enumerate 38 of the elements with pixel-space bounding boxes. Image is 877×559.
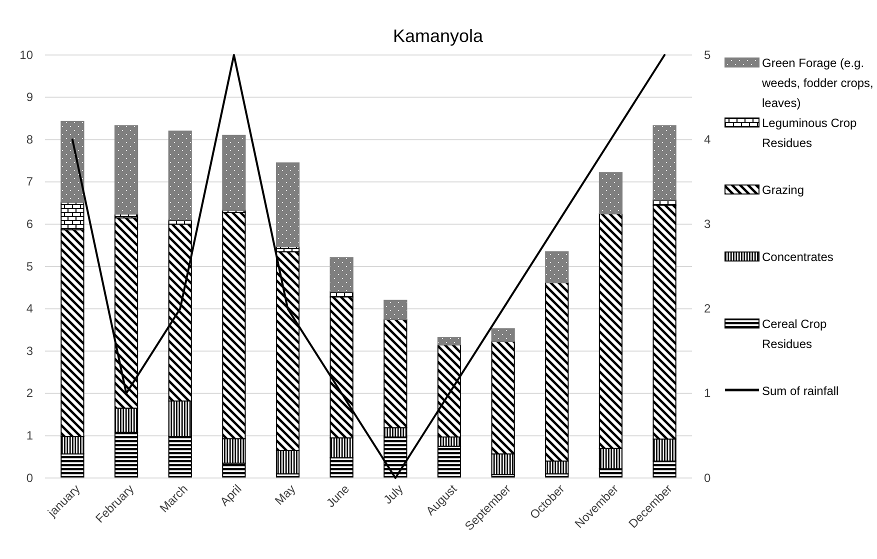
y2-tick-label: 1 (704, 386, 711, 400)
y2-tick-label: 2 (704, 302, 711, 316)
y-tick-label: 3 (26, 344, 34, 358)
y-tick-label: 7 (26, 174, 34, 189)
y2-tick-label: 0 (704, 470, 711, 485)
bar (491, 328, 515, 342)
x-tick-label: July (380, 482, 406, 507)
y2-tick-label: 4 (704, 132, 711, 146)
y-tick-label: 9 (26, 90, 34, 104)
legend-label: Green Forage (e.g. weeds, fodder crops, leaves) (761, 56, 874, 110)
bar (114, 125, 138, 215)
bar (437, 337, 462, 346)
y-tick-label: 0 (26, 470, 34, 485)
y-tick-label: 8 (26, 132, 34, 146)
y-tick-label: 4 (26, 302, 34, 316)
y2-tick-label: 5 (704, 48, 711, 62)
bar (60, 120, 84, 203)
bar (545, 251, 569, 284)
y-tick-label: 6 (26, 217, 34, 232)
y-tick-label: 5 (26, 259, 34, 274)
bar (222, 134, 246, 211)
bar (652, 125, 676, 201)
bar (330, 257, 354, 292)
legend-label: Sum of rainfall (762, 384, 839, 398)
y-tick-label: 2 (26, 386, 34, 400)
chart-title: Kamanyola (392, 26, 484, 46)
x-tick-label: May (272, 482, 298, 508)
bar (598, 172, 623, 214)
legend-label: Cereal Crop Residues (762, 317, 828, 351)
legend-label: Concentrates (762, 250, 834, 264)
legend-label: Grazing (762, 183, 804, 197)
y-tick-label: 1 (26, 428, 34, 443)
y-tick-label: 10 (20, 48, 34, 62)
bar (276, 162, 300, 248)
legend-label: Leguminous Crop Residues (762, 116, 858, 150)
y2-tick-label: 3 (704, 217, 711, 232)
bar (384, 300, 408, 320)
bar (168, 130, 192, 220)
